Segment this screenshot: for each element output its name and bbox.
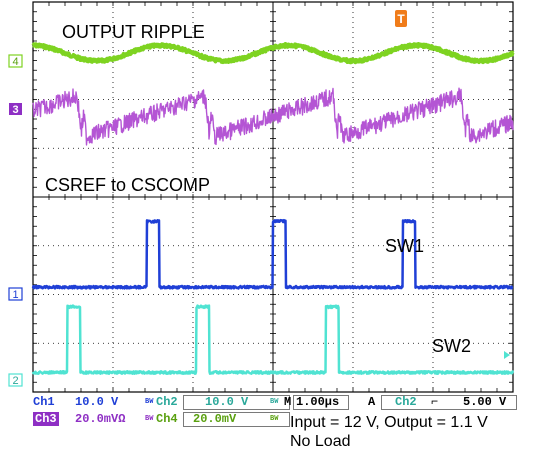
- ch1-bw-badge: BW: [145, 398, 154, 406]
- ch2-label: Ch2: [156, 395, 178, 409]
- trace-ch2: [31, 304, 515, 375]
- svg-text:2: 2: [12, 375, 18, 387]
- svg-text:T: T: [397, 12, 405, 26]
- svg-text:1: 1: [12, 289, 18, 301]
- trigger-box: [381, 395, 517, 410]
- ch4-scale-box: [183, 412, 290, 427]
- trace-ch4: [31, 42, 515, 65]
- timebase-box: [293, 395, 349, 410]
- trigger-level-arrow: [504, 351, 510, 359]
- timebase-label: M: [284, 395, 292, 409]
- ch3-scale: 20.0mVΩ: [75, 412, 126, 426]
- ch1-scale: 10.0 V: [75, 395, 119, 409]
- ch2-marker: 2: [8, 373, 23, 387]
- caption-conditions: Input = 12 V, Output = 1.1 V: [290, 414, 488, 431]
- trigger-level: 5.00 V: [463, 395, 507, 409]
- svg-text:3: 3: [12, 104, 18, 116]
- ch1-marker: 1: [8, 287, 23, 301]
- ch4-label: Ch4: [156, 412, 178, 426]
- trigger-source: Ch2: [395, 395, 417, 409]
- trigger-mode: A: [368, 395, 376, 409]
- ch3-bw-badge: BW: [145, 415, 154, 423]
- ch2-scale-box: [183, 395, 290, 410]
- ch4-bw-badge: BW: [270, 415, 279, 423]
- traces: [31, 42, 515, 375]
- trigger-slope-icon: ⌐: [431, 395, 439, 409]
- annotation-sw1: SW1: [385, 236, 424, 256]
- annotation-csref: CSREF to CSCOMP: [45, 175, 210, 195]
- ch2-bw-badge: BW: [270, 398, 279, 406]
- trigger-position-marker: T: [395, 10, 407, 27]
- ch1-label: Ch1: [33, 395, 55, 409]
- ch2-scale: 10.0 V: [205, 395, 249, 409]
- annotation-output-ripple: OUTPUT RIPPLE: [62, 22, 205, 42]
- annotation-sw2: SW2: [432, 336, 471, 356]
- ch3-label: Ch3: [33, 412, 59, 426]
- caption-load: No Load: [290, 433, 351, 450]
- svg-text:4: 4: [12, 56, 18, 68]
- trace-ch1: [31, 218, 514, 290]
- ch4-scale: 20.0mV: [193, 412, 237, 426]
- ch3-marker: 3: [9, 103, 22, 116]
- trace-ch3: [32, 87, 514, 146]
- oscilloscope-screen: OUTPUT RIPPLE CSREF to CSCOMP SW1 SW2 T …: [8, 1, 515, 393]
- ch4-marker: 4: [8, 54, 23, 68]
- timebase-value: 1.00µs: [296, 395, 340, 409]
